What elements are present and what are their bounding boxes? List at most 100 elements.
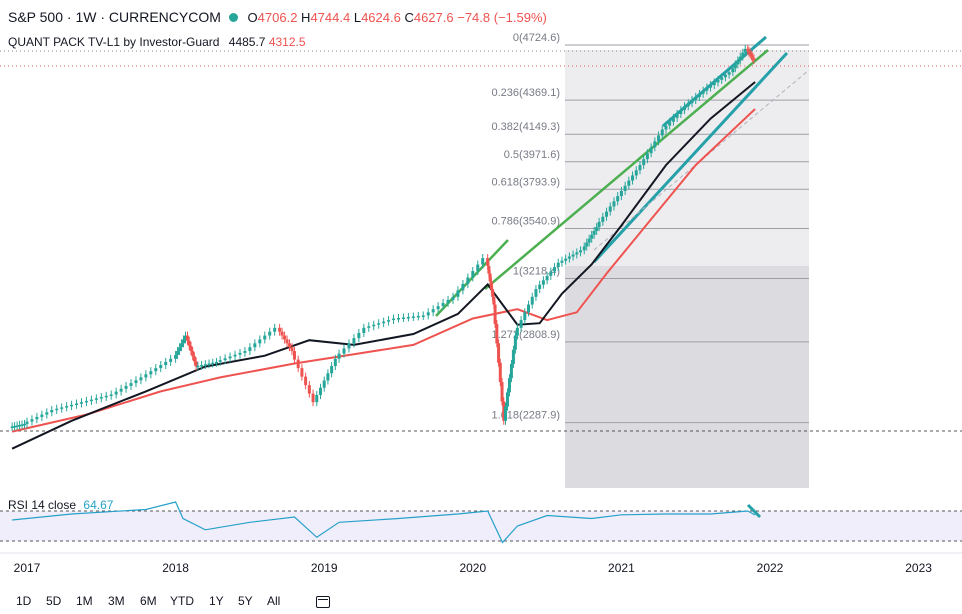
price-candle xyxy=(487,265,491,274)
price-candle xyxy=(497,343,501,363)
price-candle xyxy=(25,421,29,424)
price-candle xyxy=(196,365,200,368)
price-candle xyxy=(23,423,27,426)
price-candle xyxy=(507,378,511,393)
price-candle xyxy=(513,335,517,350)
price-candle xyxy=(211,362,215,365)
rsi-trend-line xyxy=(746,503,762,519)
timeframe-5y[interactable]: 5Y xyxy=(238,594,253,608)
price-candle xyxy=(451,296,455,300)
ohlc-close: C4627.6 xyxy=(404,10,454,25)
price-candle xyxy=(623,185,627,191)
price-candle xyxy=(749,54,753,57)
fib-level-label: 0(4724.6) xyxy=(513,32,560,44)
x-tick-label: 2018 xyxy=(162,561,189,575)
price-candle xyxy=(638,165,642,171)
price-candle xyxy=(498,362,502,383)
price-candle xyxy=(567,256,571,259)
price-candle xyxy=(382,321,386,324)
price-candle xyxy=(664,125,668,130)
price-candle xyxy=(631,175,635,181)
price-candle xyxy=(134,380,138,384)
price-candle xyxy=(534,289,538,297)
fib-level-label: 1.272(2808.9) xyxy=(492,329,561,341)
timeframe-1d[interactable]: 1D xyxy=(16,594,32,608)
price-candle xyxy=(612,201,616,207)
timeframe-6m[interactable]: 6M xyxy=(140,594,157,608)
rsi-legend[interactable]: RSI 14 close 64.67 xyxy=(8,498,113,512)
fib-level-label: 0.618(3793.9) xyxy=(492,176,561,188)
price-candle xyxy=(736,60,740,65)
price-candle xyxy=(35,416,39,420)
price-candle xyxy=(164,361,168,366)
price-candle xyxy=(601,216,605,222)
price-candle xyxy=(300,368,304,377)
price-candle xyxy=(411,316,415,318)
price-candle xyxy=(248,347,252,352)
indicator-legend[interactable]: QUANT PACK TV-L1 by Investor-Guard 4485.… xyxy=(8,35,306,49)
price-candle xyxy=(129,383,133,386)
price-candle xyxy=(99,397,103,399)
price-candle xyxy=(233,354,237,357)
price-candle xyxy=(187,340,191,346)
price-candle xyxy=(185,335,189,341)
timeframe-all[interactable]: All xyxy=(267,594,281,608)
timeframe-3m[interactable]: 3M xyxy=(108,594,125,608)
timeframe-ytd[interactable]: YTD xyxy=(170,594,194,608)
price-candle xyxy=(642,159,646,166)
timeframe-1m[interactable]: 1M xyxy=(76,594,93,608)
rsi-value: 64.67 xyxy=(83,498,114,512)
price-candle xyxy=(564,258,568,261)
price-candle xyxy=(258,339,262,344)
symbol-title[interactable]: S&P 500 · 1W · CURRENCYCOM xyxy=(8,9,221,25)
price-candle xyxy=(426,312,430,316)
price-candle xyxy=(139,377,143,381)
price-candle xyxy=(431,309,435,313)
timeframe-5d[interactable]: 5D xyxy=(46,594,62,608)
price-candle xyxy=(608,206,612,212)
price-candle xyxy=(461,283,465,291)
price-candle xyxy=(743,48,747,53)
price-candle xyxy=(337,353,341,359)
indicator-name: QUANT PACK TV-L1 by Investor-Guard xyxy=(8,35,220,49)
price-candle xyxy=(660,129,664,136)
price-candle xyxy=(200,365,204,367)
price-candle xyxy=(347,343,351,349)
price-candle xyxy=(296,359,300,369)
timeframe-1y[interactable]: 1Y xyxy=(209,594,224,608)
price-candle xyxy=(645,153,649,160)
price-candle xyxy=(592,230,596,235)
fib-level-label: 1.618(2287.9) xyxy=(492,410,561,422)
price-candle xyxy=(553,267,557,272)
price-candle xyxy=(315,394,319,403)
fib-level-label: 0.786(3540.9) xyxy=(492,215,561,227)
price-candle xyxy=(605,211,609,217)
price-candle xyxy=(109,394,113,396)
calendar-icon[interactable] xyxy=(316,596,330,608)
price-candle xyxy=(492,296,496,305)
price-candle xyxy=(523,312,527,321)
price-candle xyxy=(489,281,493,290)
price-candle xyxy=(362,327,366,333)
price-candle xyxy=(723,74,727,78)
price-candle xyxy=(747,50,751,53)
price-candle xyxy=(40,414,44,417)
price-candle xyxy=(45,412,49,415)
price-candle xyxy=(15,425,19,427)
price-candle xyxy=(421,315,425,317)
price-candle xyxy=(144,374,148,378)
price-candle xyxy=(189,345,193,352)
price-candle xyxy=(597,221,601,228)
price-candle xyxy=(180,343,184,348)
price-candle xyxy=(304,376,308,386)
price-candle xyxy=(616,196,620,202)
price-candle xyxy=(741,52,745,57)
price-candle xyxy=(705,87,709,91)
price-candle xyxy=(549,271,553,276)
price-candle xyxy=(511,349,515,364)
price-candle xyxy=(268,331,272,336)
fib-level-label: 1(3218.4) xyxy=(513,265,560,277)
x-tick-label: 2022 xyxy=(757,561,784,575)
price-candle xyxy=(503,406,507,421)
